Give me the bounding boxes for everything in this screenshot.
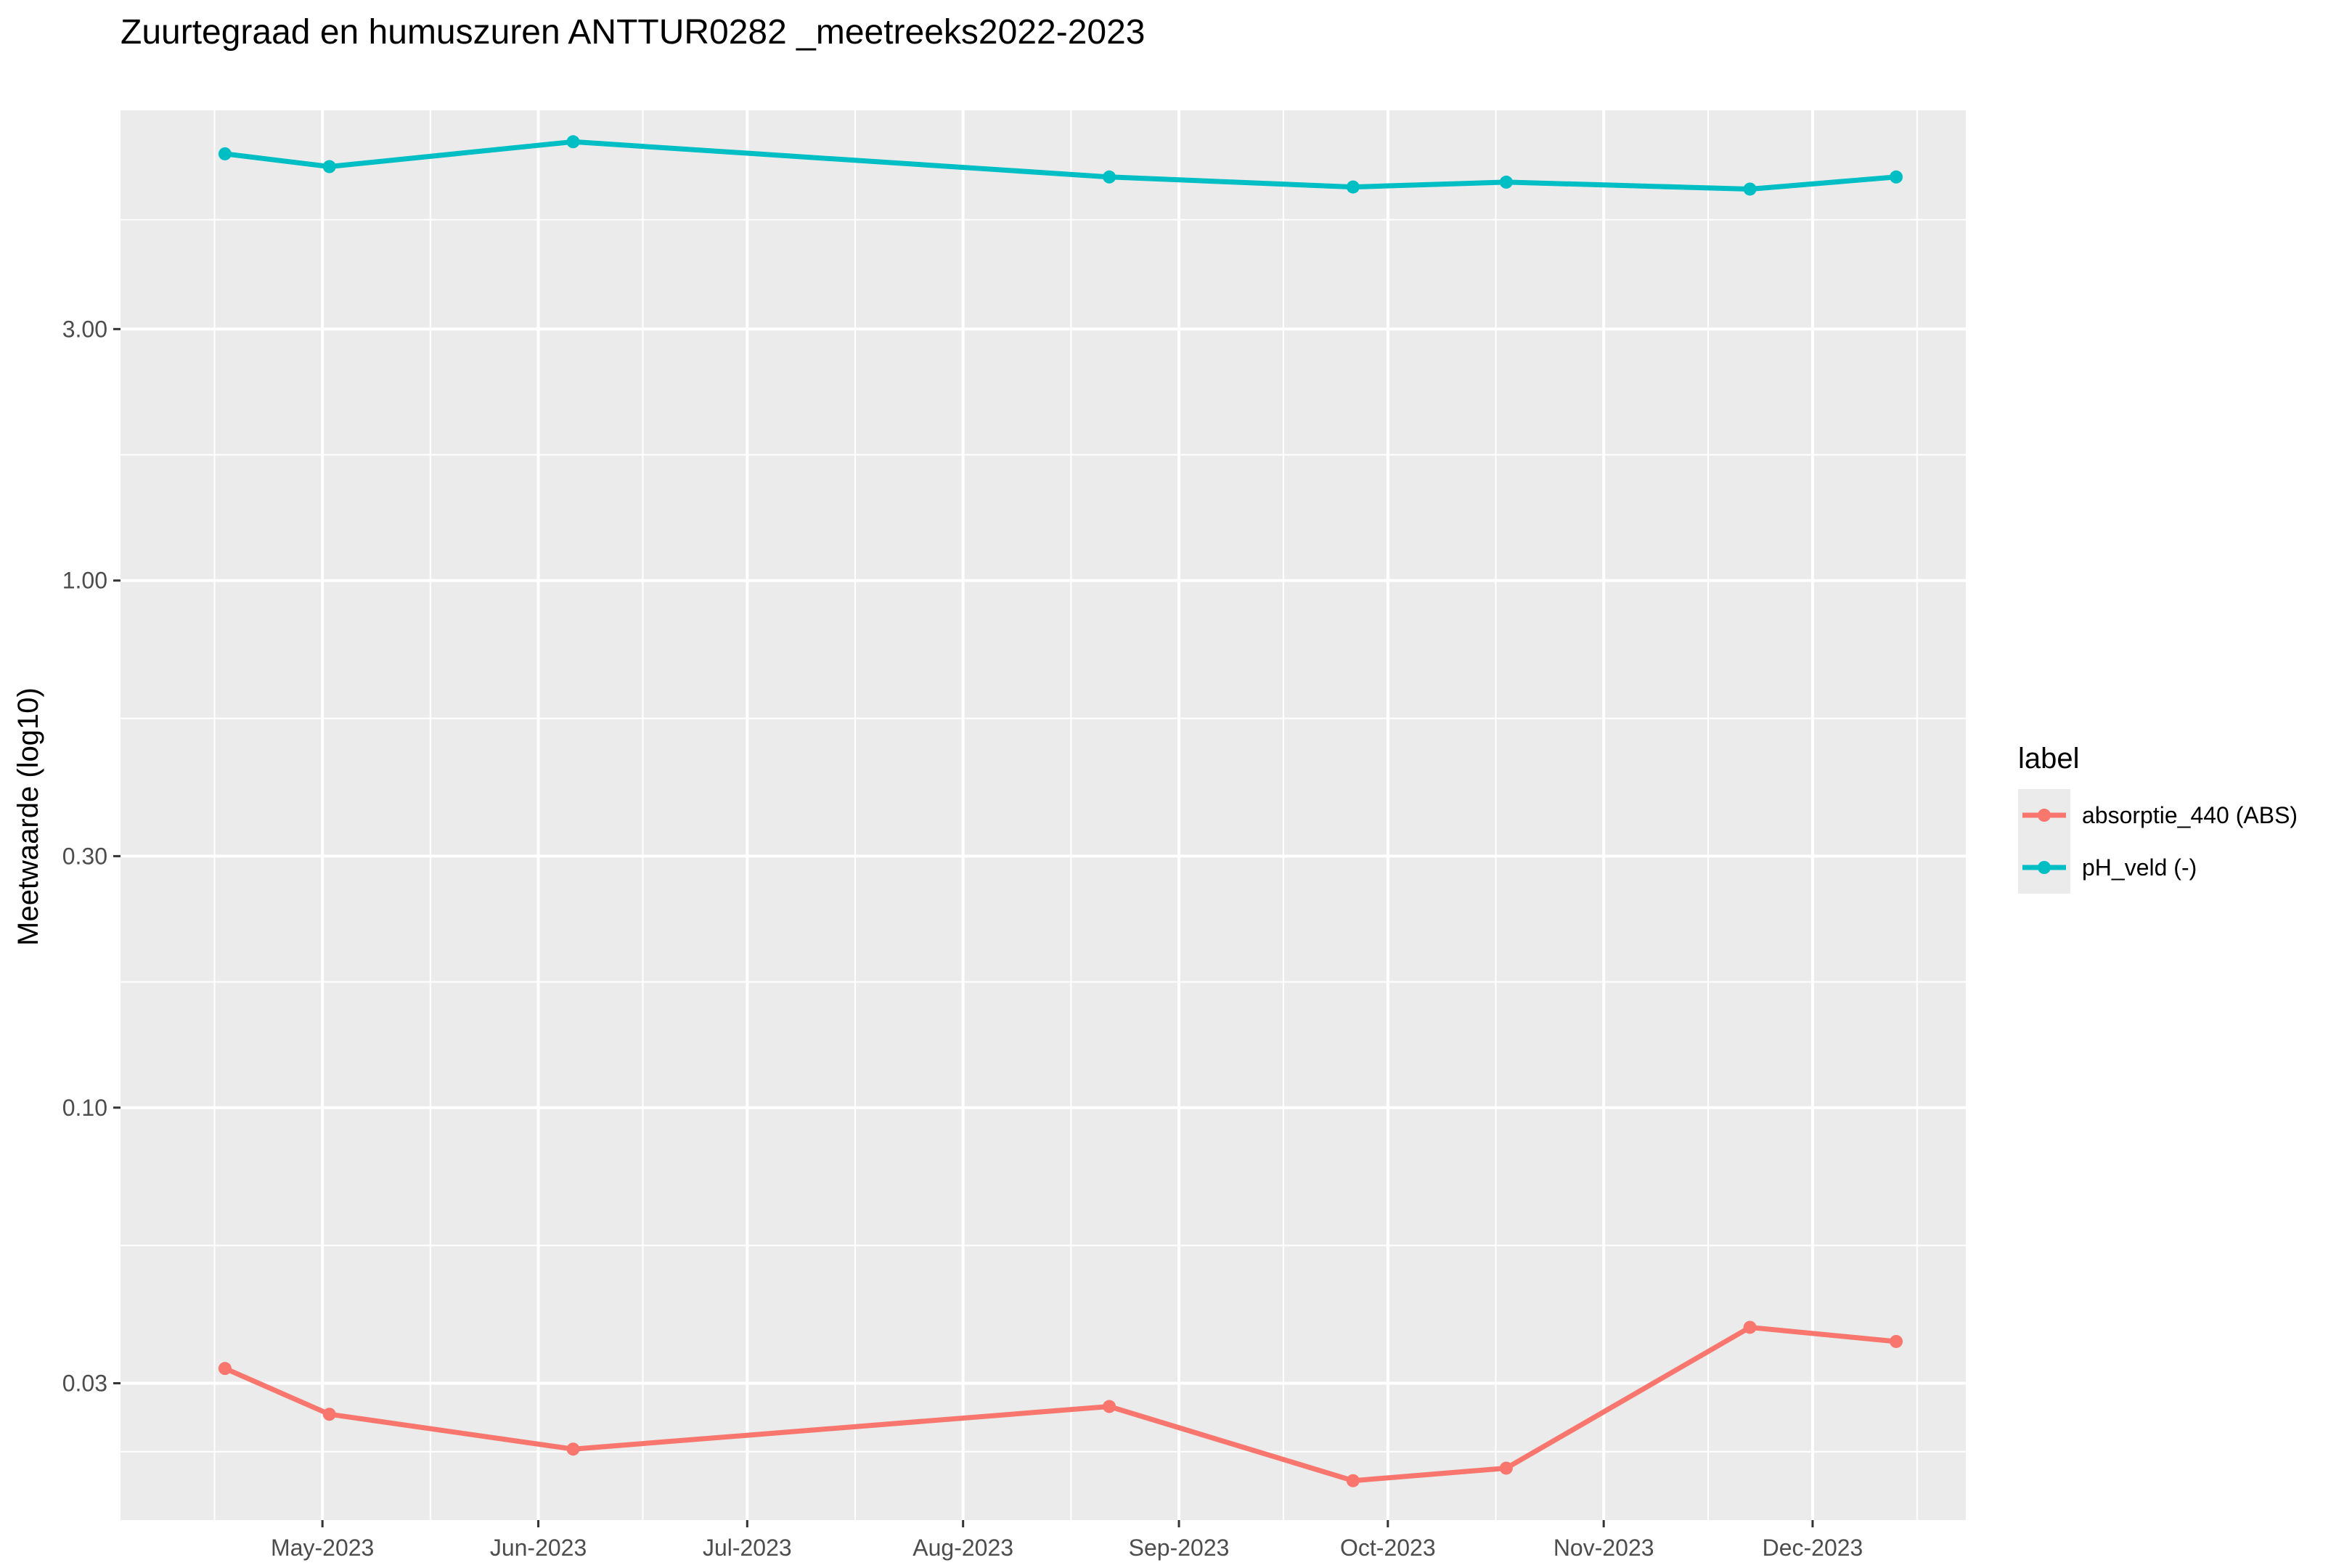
x-axis: May-2023 Jun-2023 Jul-2023 Aug-2023 Sep-2023… xyxy=(271,1520,1863,1561)
legend-title: label xyxy=(2018,743,2080,775)
data-point xyxy=(566,135,580,149)
legend-label: absorptie_440 (ABS) xyxy=(2082,802,2298,828)
data-point xyxy=(1890,170,1903,184)
plot-panel xyxy=(121,110,1966,1520)
chart-title: Zuurtegraad en humuszuren ANTTUR0282 _me… xyxy=(121,13,1145,52)
data-point xyxy=(1346,180,1360,194)
series-line xyxy=(222,1325,1899,1484)
y-tick-label: 0.10 xyxy=(62,1095,107,1121)
series-layer xyxy=(218,135,1903,1487)
data-point xyxy=(566,1442,580,1456)
x-tick-label: Jun-2023 xyxy=(490,1535,587,1561)
data-point xyxy=(1499,175,1513,189)
data-point xyxy=(1890,1334,1903,1348)
data-point xyxy=(1346,1474,1360,1487)
x-tick-label: Aug-2023 xyxy=(912,1535,1013,1561)
data-point xyxy=(1103,1400,1116,1413)
data-point xyxy=(218,147,232,160)
legend-label: pH_veld (-) xyxy=(2082,854,2197,881)
data-point xyxy=(322,160,336,173)
x-tick-label: Sep-2023 xyxy=(1129,1535,1230,1561)
legend: label absorptie_440 (ABS) pH_veld (-) xyxy=(2018,743,2298,894)
data-point xyxy=(218,1362,232,1376)
legend-key-point xyxy=(2038,809,2051,822)
y-tick-label: 1.00 xyxy=(62,568,107,594)
series-line xyxy=(222,139,1899,192)
y-tick-label: 3.00 xyxy=(62,316,107,342)
data-point xyxy=(1743,1320,1757,1334)
x-tick-label: May-2023 xyxy=(271,1535,374,1561)
y-tick-label: 0.03 xyxy=(62,1370,107,1396)
data-point xyxy=(1103,170,1116,184)
data-point xyxy=(1743,182,1757,196)
data-point xyxy=(322,1408,336,1421)
y-axis-title: Meetwaarde (log10) xyxy=(12,687,44,946)
legend-key-background xyxy=(2018,789,2070,894)
x-tick-label: Dec-2023 xyxy=(1763,1535,1863,1561)
x-tick-label: Nov-2023 xyxy=(1553,1535,1654,1561)
y-tick-label: 0.30 xyxy=(62,843,107,869)
data-point xyxy=(1499,1461,1513,1475)
x-tick-label: Jul-2023 xyxy=(703,1535,792,1561)
y-axis: 0.03 0.10 0.30 1.00 3.00 xyxy=(62,316,121,1396)
x-tick-label: Oct-2023 xyxy=(1340,1535,1436,1561)
legend-key-point xyxy=(2038,861,2051,874)
plot-background xyxy=(121,110,1966,1520)
